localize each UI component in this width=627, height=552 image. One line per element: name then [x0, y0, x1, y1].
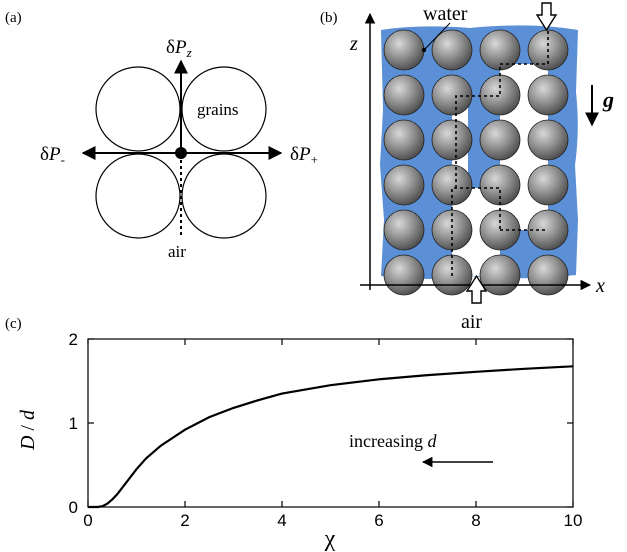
- panel-a-label: (a): [5, 10, 22, 26]
- x-tick-label: 6: [374, 511, 383, 530]
- grain-sphere: [527, 164, 569, 206]
- plot-frame: [87, 338, 574, 508]
- air-path-outline: [451, 30, 549, 276]
- grain-circle: [95, 153, 181, 239]
- water-leader-dot: [421, 47, 427, 53]
- x-axis-label: x: [595, 275, 605, 297]
- air-bubble-dot: [175, 147, 187, 159]
- x-tick-label: 8: [471, 511, 480, 530]
- grain-sphere: [383, 164, 425, 206]
- panel-c-label: (c): [5, 316, 22, 332]
- grain-sphere: [479, 119, 521, 161]
- series-line: [88, 365, 574, 509]
- grain-sphere: [479, 254, 521, 296]
- grain-sphere: [527, 74, 569, 116]
- grain-sphere: [431, 164, 473, 206]
- grain-sphere: [527, 209, 569, 251]
- x-axis-title: χ: [324, 526, 336, 552]
- x-tick-label: 4: [277, 511, 286, 530]
- grain-sphere: [527, 119, 569, 161]
- grain-sphere: [383, 254, 425, 296]
- grain-sphere: [431, 119, 473, 161]
- air-inlet-arrow: [465, 274, 488, 304]
- grains-label: grains: [197, 100, 239, 119]
- panel-c: (c) 0 2 4 6 8 10 0 1 2 D / d χ increasing d: [5, 316, 582, 552]
- air-label-b: air: [461, 311, 482, 333]
- dp-minus-label: δP-: [40, 144, 65, 167]
- grain-sphere: [431, 74, 473, 116]
- x-tick-label: 10: [564, 511, 583, 530]
- x-tick-label: 2: [180, 511, 189, 530]
- grain-sphere: [383, 74, 425, 116]
- grain-sphere: [383, 119, 425, 161]
- dpz-label: δPz: [166, 37, 192, 60]
- panel-b: (b) z x water air g: [320, 2, 614, 333]
- y-tick-label: 2: [69, 330, 78, 349]
- grain-circle: [95, 66, 181, 152]
- water-leader-line: [424, 22, 451, 50]
- air-label-a: air: [168, 242, 186, 261]
- x-tick-label: 0: [83, 511, 92, 530]
- grain-sphere: [527, 254, 569, 296]
- water-label: water: [423, 3, 468, 25]
- panel-b-label: (b): [320, 10, 338, 26]
- air-outlet-arrow: [535, 2, 558, 32]
- gravity-label: g: [602, 87, 614, 112]
- panel-a: (a) δPz δP- δP+ grains air: [5, 10, 318, 261]
- grain-sphere: [383, 29, 425, 71]
- dp-plus-label: δP+: [290, 144, 318, 167]
- y-axis-label: D / d: [17, 409, 39, 451]
- axis-ticks: 0 2 4 6 8 10 0 1 2: [69, 330, 583, 530]
- z-axis-label: z: [349, 33, 358, 55]
- grain-lattice: [383, 29, 569, 296]
- grain-circle: [181, 153, 267, 239]
- y-tick-label: 0: [69, 498, 78, 517]
- annotation-label: increasing d: [349, 431, 437, 451]
- grain-sphere: [431, 29, 473, 71]
- grain-sphere: [383, 209, 425, 251]
- y-tick-label: 1: [69, 414, 78, 433]
